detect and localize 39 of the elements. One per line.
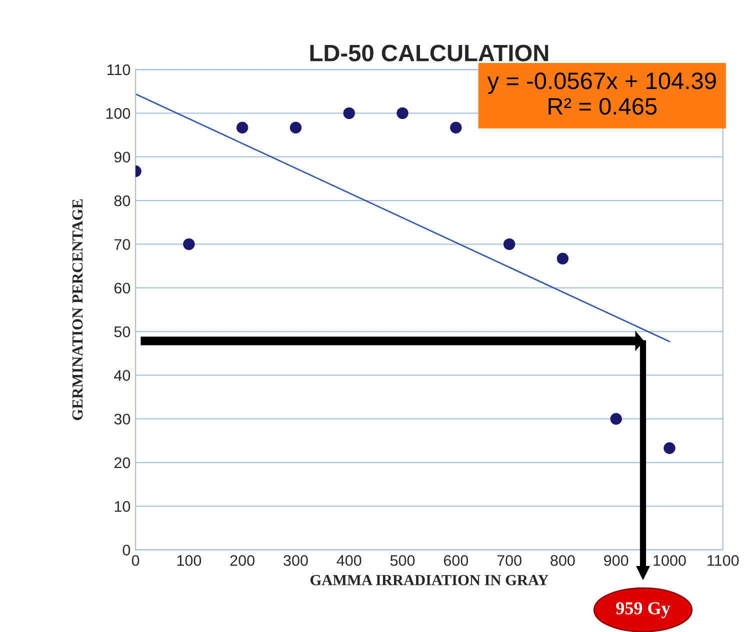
x-tick-label: 400 xyxy=(336,555,362,566)
x-axis-title: GAMMA IRRADIATION IN GRAY xyxy=(310,574,548,586)
point xyxy=(503,238,516,250)
y-tick-label: 10 xyxy=(114,501,130,512)
x-tick-label: 700 xyxy=(497,555,522,566)
point xyxy=(183,238,195,250)
x-tick-label: 200 xyxy=(230,555,254,566)
point xyxy=(290,122,302,134)
point xyxy=(396,107,408,120)
y-tick-label: 0 xyxy=(122,544,130,556)
y-axis-title: GERMINATION PERCENTAGE xyxy=(72,199,83,420)
x-tick-label: 100 xyxy=(177,555,202,566)
y-tick-label: 90 xyxy=(114,152,130,163)
y-tick-label: 60 xyxy=(114,282,130,294)
x-tick-label: 300 xyxy=(284,555,308,566)
y-tick-label: 20 xyxy=(114,457,130,468)
annotation: y = -0.0567x + 104.39 R² = 0.465 xyxy=(487,72,716,115)
point xyxy=(610,413,622,425)
point xyxy=(343,107,355,120)
y-tick-label: 110 xyxy=(107,64,130,76)
text: 959 Gy xyxy=(616,602,670,618)
chart-title: LD-50 CALCULATION xyxy=(310,44,548,62)
x-tick-label: 0 xyxy=(132,555,140,566)
y-tick-label: 70 xyxy=(114,239,130,250)
x-tick-label: 800 xyxy=(550,555,575,566)
y-tick-label: 80 xyxy=(114,195,130,206)
x-tick-label: 600 xyxy=(444,555,468,566)
y-tick-label: 50 xyxy=(114,326,130,338)
x-tick-label: 1000 xyxy=(654,555,686,566)
x-tick-label: 900 xyxy=(604,555,628,566)
x-tick-label: 500 xyxy=(390,555,415,566)
x-tick-label: 1100 xyxy=(708,555,739,566)
y-tick-label: 100 xyxy=(106,108,130,119)
point xyxy=(664,442,676,454)
point xyxy=(236,122,248,134)
point xyxy=(556,252,569,264)
point xyxy=(450,122,462,134)
y-tick-label: 40 xyxy=(114,370,130,381)
y-tick-label: 30 xyxy=(114,414,130,425)
